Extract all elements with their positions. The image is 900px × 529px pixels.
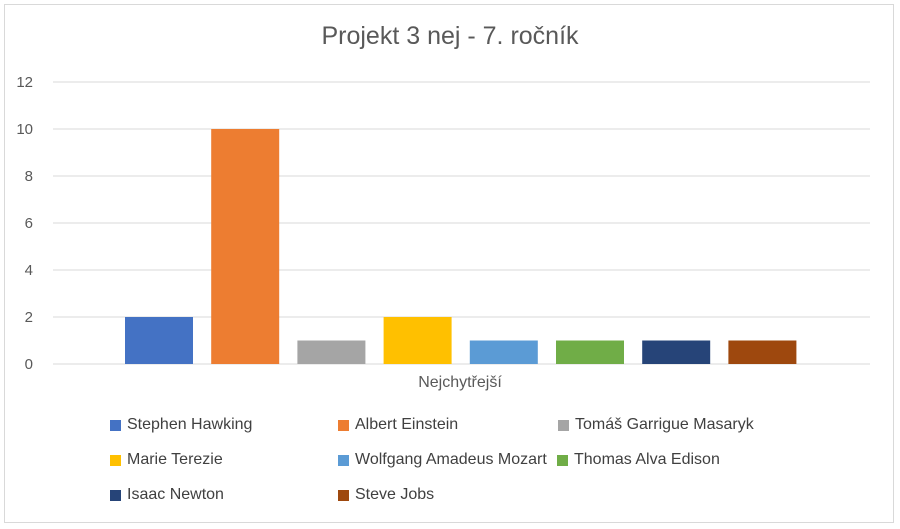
bar-tom-garrigue-masaryk[interactable] — [297, 340, 366, 365]
bar-isaac-newton[interactable] — [642, 340, 711, 365]
y-tick-label: 8 — [25, 168, 33, 185]
legend-item[interactable]: Marie Terezie — [110, 445, 223, 475]
y-tick-label: 4 — [25, 262, 33, 279]
y-tick-label: 10 — [16, 121, 33, 138]
legend-label: Wolfgang Amadeus Mozart — [355, 451, 547, 468]
legend-label: Isaac Newton — [127, 486, 224, 503]
legend-item[interactable]: Tomáš Garrigue Masaryk — [558, 410, 754, 440]
chart-frame — [4, 4, 894, 523]
legend-label: Stephen Hawking — [127, 416, 253, 433]
legend-swatch — [338, 489, 349, 501]
bar-marie-terezie[interactable] — [383, 317, 452, 364]
legend-label: Albert Einstein — [355, 416, 459, 433]
legend-swatch — [558, 419, 569, 431]
x-axis-label: Nejchytřejší — [418, 374, 502, 391]
legend-swatch — [557, 454, 568, 466]
legend-item[interactable]: Steve Jobs — [338, 480, 434, 510]
legend-swatch — [110, 454, 121, 466]
legend-swatch — [110, 419, 121, 431]
legend-label: Tomáš Garrigue Masaryk — [575, 416, 754, 433]
bar-stephen-hawking[interactable] — [125, 317, 193, 364]
legend-item[interactable]: Thomas Alva Edison — [557, 445, 720, 475]
bar-thomas-alva-edison[interactable] — [556, 340, 624, 365]
y-tick-label: 6 — [25, 215, 33, 232]
legend-label: Steve Jobs — [355, 486, 435, 503]
chart-plot-area: 0 2 4 6 8 10 12 — [16, 74, 870, 373]
legend-item[interactable]: Albert Einstein — [338, 410, 458, 440]
legend-swatch — [338, 419, 349, 431]
y-tick-label: 12 — [16, 74, 33, 91]
legend-item[interactable]: Wolfgang Amadeus Mozart — [338, 445, 547, 475]
legend-swatch — [110, 489, 121, 501]
bar-steve-jobs[interactable] — [728, 340, 797, 365]
legend-item[interactable]: Isaac Newton — [110, 480, 224, 510]
legend-swatch — [338, 454, 349, 466]
legend-item[interactable]: Stephen Hawking — [110, 410, 252, 440]
y-tick-label: 2 — [25, 309, 33, 326]
chart-title: Projekt 3 nej - 7. ročník — [321, 22, 579, 50]
legend-label: Thomas Alva Edison — [574, 451, 720, 468]
y-tick-label: 0 — [25, 356, 33, 373]
bar-wolfgang-amadeus-mozart[interactable] — [469, 340, 538, 365]
bar-albert-einstein[interactable] — [211, 129, 280, 364]
legend-label: Marie Terezie — [127, 451, 223, 468]
